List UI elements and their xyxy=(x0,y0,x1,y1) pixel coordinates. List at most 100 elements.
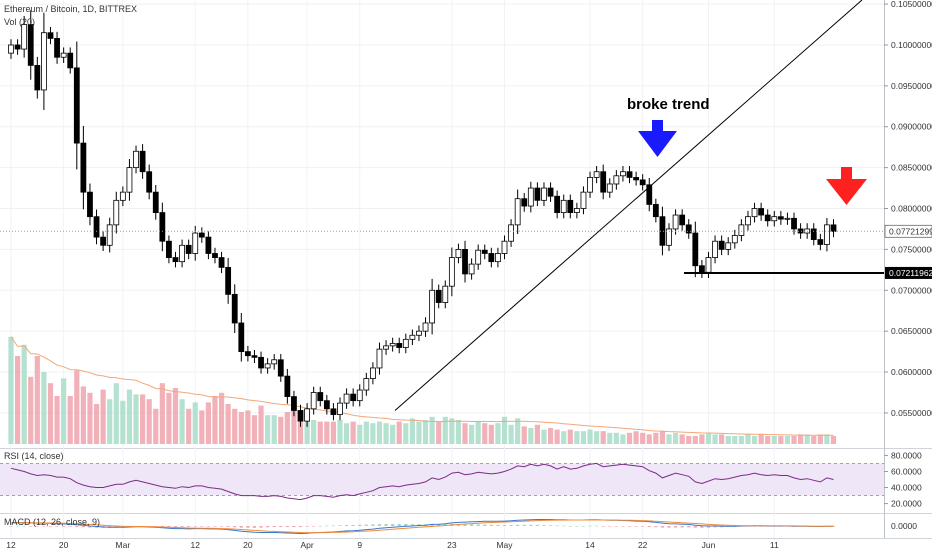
time-tick-label: 20 xyxy=(59,540,69,550)
volume-bar xyxy=(28,376,34,444)
candle-body xyxy=(192,232,199,254)
macd-histogram-bar xyxy=(489,524,493,526)
candle-body xyxy=(699,265,705,273)
volume-bar xyxy=(515,418,521,444)
macd-histogram-bar xyxy=(496,525,500,526)
volume-bar xyxy=(179,399,185,444)
candle-body xyxy=(80,142,87,193)
candle-body xyxy=(205,236,212,254)
price-tick-label: 0.10000000 xyxy=(891,40,932,50)
volume-bar xyxy=(686,436,692,444)
macd-histogram-bar xyxy=(384,524,388,526)
volume-bar xyxy=(390,424,396,444)
volume-layer xyxy=(8,336,837,444)
candle-body xyxy=(389,343,396,347)
volume-bar xyxy=(462,423,468,444)
macd-label: MACD (12, 26, close, 9) xyxy=(4,517,100,527)
candle-body xyxy=(705,257,712,273)
candle-body xyxy=(810,228,817,240)
price-tick-label: 0.05500000 xyxy=(891,408,932,418)
macd-histogram-bar xyxy=(193,526,197,527)
candle-body xyxy=(133,150,139,169)
volume-bar xyxy=(751,436,758,444)
candle-body xyxy=(67,52,74,69)
macd-histogram-bar xyxy=(29,526,33,527)
candle-body xyxy=(573,208,580,213)
candle-body xyxy=(376,348,383,369)
candle-body xyxy=(402,338,409,348)
rsi-label: RSI (14, close) xyxy=(4,451,64,461)
volume-bar xyxy=(47,383,54,444)
candle-body xyxy=(146,171,153,193)
macd-histogram-bar xyxy=(647,526,651,527)
volume-bar xyxy=(265,415,271,444)
trend-line xyxy=(394,0,863,411)
candle-body xyxy=(659,216,666,246)
candle-body xyxy=(639,179,646,186)
time-tick-label: 22 xyxy=(638,540,648,550)
candle-body xyxy=(21,24,28,50)
candle-body xyxy=(771,216,778,222)
candle-body xyxy=(244,351,251,357)
volume-bar xyxy=(745,434,751,444)
candle-body xyxy=(113,199,120,226)
macd-histogram-bar xyxy=(305,526,309,527)
candle-body xyxy=(481,249,488,254)
macd-histogram-bar xyxy=(272,526,276,528)
candle-body xyxy=(271,359,278,365)
time-tick-label: Mar xyxy=(116,540,131,550)
candle-body xyxy=(652,204,659,218)
macd-histogram-bar xyxy=(48,526,53,527)
candle-body xyxy=(330,408,337,415)
candle-body xyxy=(534,187,541,201)
support-price-badge: 0.07211962 xyxy=(885,266,932,279)
axis-layer: 0.10500000 0.10000000 0.09500000 0.09000000… xyxy=(6,0,932,550)
candle-body xyxy=(495,253,501,263)
volume-bar xyxy=(166,392,172,444)
candle-body xyxy=(422,322,429,332)
rsi-band xyxy=(0,463,884,496)
volume-bar xyxy=(705,432,712,444)
macd-histogram-bar xyxy=(338,525,342,526)
candle-body xyxy=(310,392,317,410)
macd-histogram-bar xyxy=(437,524,441,526)
macd-histogram-bar xyxy=(621,526,625,527)
macd-histogram-bar xyxy=(391,524,395,526)
candle-body xyxy=(429,289,436,324)
volume-bar xyxy=(396,421,402,444)
time-tick-label: Apr xyxy=(300,540,313,550)
volume-bar xyxy=(212,396,218,444)
volume-bar xyxy=(80,386,86,444)
macd-histogram-bar xyxy=(259,526,263,528)
volume-bar xyxy=(205,402,211,444)
volume-bar xyxy=(699,434,705,444)
volume-bar xyxy=(317,421,323,444)
volume-bar xyxy=(580,431,587,444)
volume-bar xyxy=(824,434,830,444)
volume-bar xyxy=(594,431,600,444)
candle-body xyxy=(100,236,107,246)
volume-bar xyxy=(521,426,527,444)
rsi-tick-label: 80.0000 xyxy=(891,450,922,460)
candle-body xyxy=(514,198,521,226)
volume-bar xyxy=(225,404,231,444)
macd-histogram-bar xyxy=(627,526,632,527)
volume-bar xyxy=(620,434,626,444)
volume-bar xyxy=(8,336,14,444)
candle-body xyxy=(60,52,67,58)
volume-bar xyxy=(238,412,244,444)
macd-histogram-bar xyxy=(331,525,336,527)
volume-bar xyxy=(383,423,389,444)
volume-bar xyxy=(672,432,679,444)
candle-body xyxy=(712,240,718,258)
candle-body xyxy=(791,217,797,230)
candle-body xyxy=(54,38,60,58)
candle-body xyxy=(541,187,547,201)
candle-body xyxy=(751,208,758,218)
macd-histogram-bar xyxy=(759,526,763,527)
time-tick-label: 20 xyxy=(243,540,253,550)
macd-histogram-bar xyxy=(680,526,684,528)
time-tick-label: May xyxy=(496,540,513,550)
macd-histogram-bar xyxy=(548,525,553,526)
volume-bar xyxy=(199,410,205,444)
